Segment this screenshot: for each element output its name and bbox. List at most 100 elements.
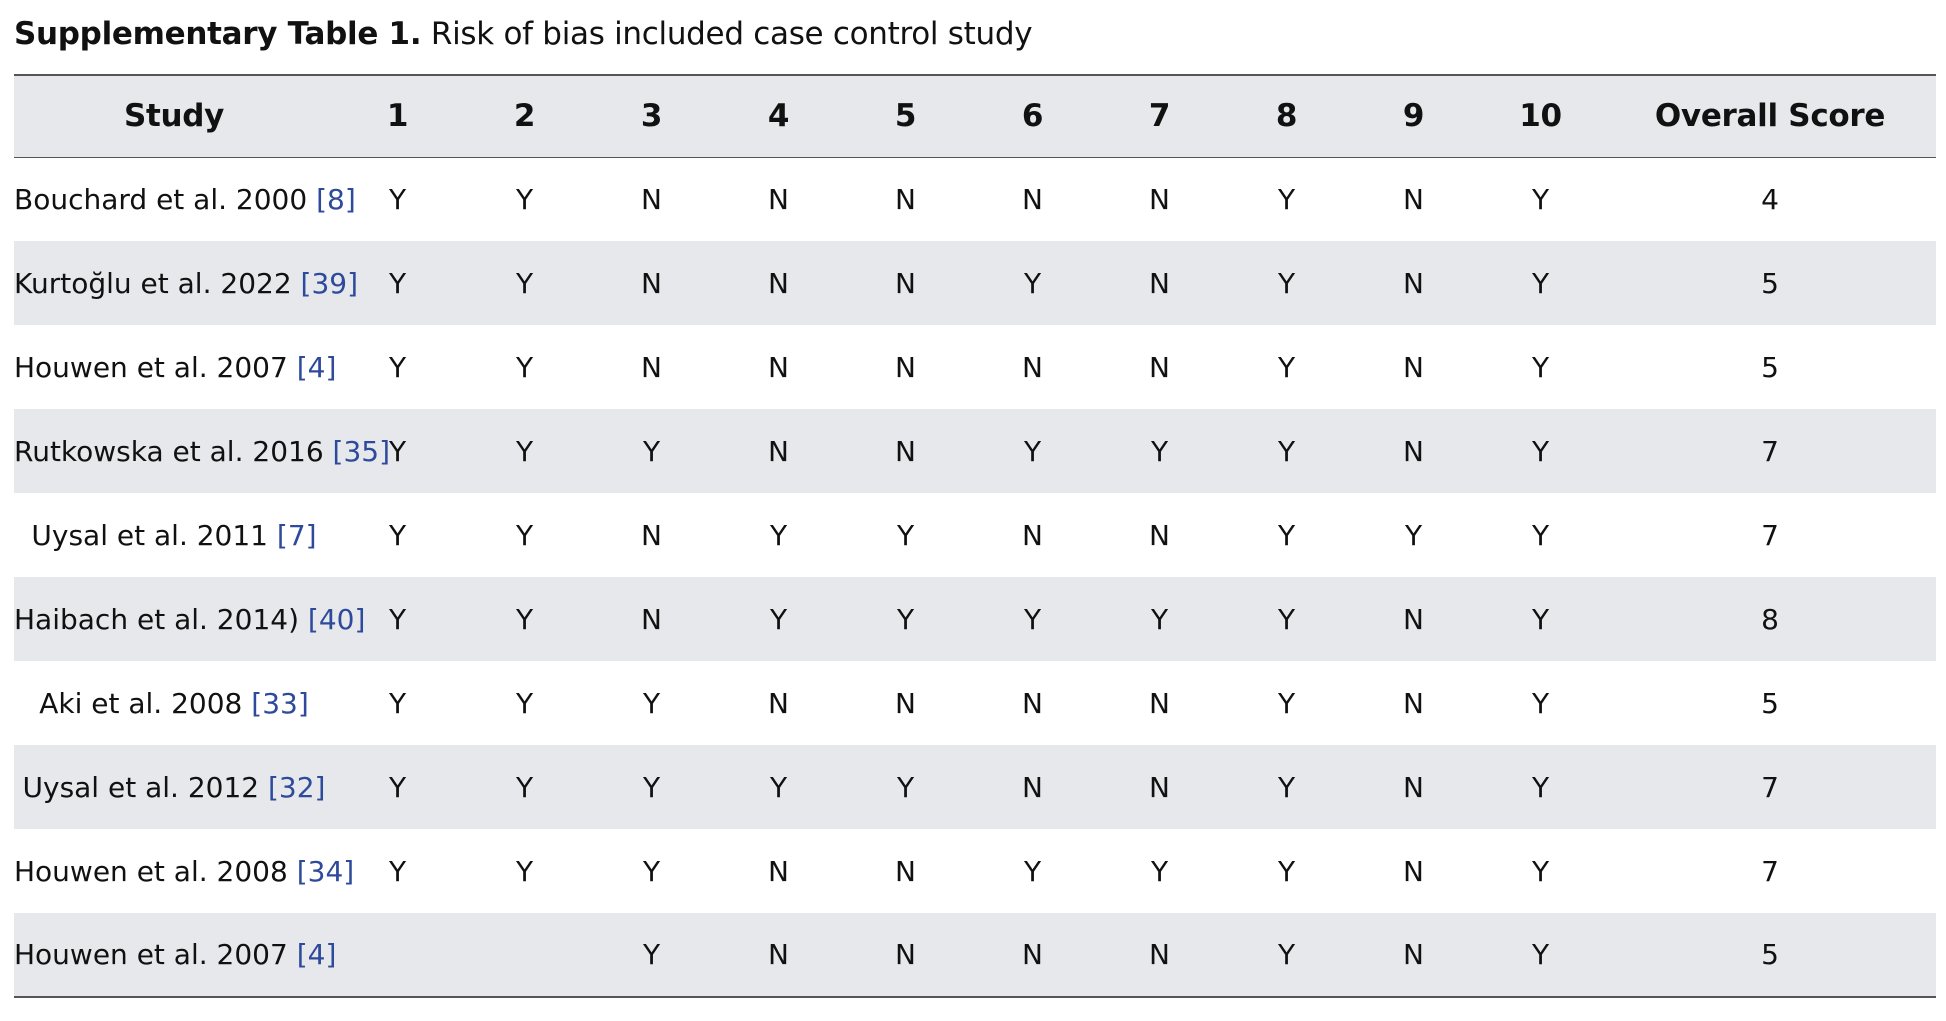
reference-link[interactable]: [8] <box>316 182 356 216</box>
score-cell-item-6: N <box>1022 182 1043 216</box>
reference-link[interactable]: [4] <box>296 350 337 384</box>
score-cell-item-10: Y <box>1531 602 1550 636</box>
score-cell-item-2: Y <box>515 518 534 552</box>
score-cell-item-1: Y <box>388 854 407 888</box>
score-cell-item-3: N <box>641 602 662 636</box>
table-row: Rutkowska et al. 2016 [35] Y Y Y N N Y Y Y N Y 7 <box>14 409 1936 493</box>
score-cell-item-3: N <box>641 350 662 384</box>
study-name: Uysal et al. 2012 <box>22 770 268 804</box>
score-cell-item-9: N <box>1403 854 1424 888</box>
overall-score-cell: 5 <box>1761 350 1779 384</box>
score-cell-item-8: Y <box>1277 182 1296 216</box>
score-cell-item-4: N <box>768 434 789 468</box>
score-cell-item-4: Y <box>769 602 788 636</box>
score-cell-item-9: N <box>1403 686 1424 720</box>
score-cell-item-5: N <box>895 350 916 384</box>
score-cell-item-1: Y <box>388 686 407 720</box>
score-cell-item-8: Y <box>1277 518 1296 552</box>
column-header-item-4: 4 <box>715 74 842 158</box>
score-cell-item-1: Y <box>388 350 407 384</box>
score-cell-item-5: N <box>895 182 916 216</box>
reference-link[interactable]: [32] <box>268 770 326 804</box>
table-row: Uysal et al. 2011 [7] Y Y N Y Y N N Y Y Y 7 <box>14 493 1936 577</box>
reference-link[interactable]: [34] <box>296 854 355 888</box>
score-cell-item-10: Y <box>1531 686 1550 720</box>
reference-link[interactable]: [39] <box>300 266 359 300</box>
score-cell-item-10: Y <box>1531 518 1550 552</box>
score-cell-item-6: Y <box>1023 854 1042 888</box>
study-name: Rutkowska et al. 2016 <box>14 434 333 468</box>
score-cell-item-4: N <box>768 854 789 888</box>
score-cell-item-2: Y <box>515 266 534 300</box>
score-cell-item-1: Y <box>388 770 407 804</box>
study-cell: Houwen et al. 2007 [4] <box>14 913 337 998</box>
reference-link[interactable]: [35] <box>332 434 391 468</box>
score-cell-item-7: Y <box>1150 854 1169 888</box>
study-cell: Rutkowska et al. 2016 [35] <box>14 409 390 493</box>
column-header-item-7: 7 <box>1096 74 1223 158</box>
score-cell-item-9: N <box>1350 913 1477 998</box>
score-cell-item-3: N <box>641 518 662 552</box>
score-cell-item-1 <box>334 913 461 998</box>
score-cell-item-10: Y <box>1531 434 1550 468</box>
score-cell-item-9: N <box>1403 350 1424 384</box>
study-name: Houwen et al. 2007 <box>14 938 297 971</box>
score-cell-item-6: N <box>1022 518 1043 552</box>
study-name: Houwen et al. 2007 <box>14 350 297 384</box>
reference-link[interactable]: [40] <box>307 602 366 636</box>
study-name: Aki et al. 2008 <box>39 686 252 720</box>
table-row: Haibach et al. 2014) [40] Y Y N Y Y Y Y Y N Y 8 <box>14 577 1936 661</box>
table-row: Bouchard et al. 2000 [8] Y Y N N N N N Y N Y 4 <box>14 157 1936 241</box>
score-cell-item-2: Y <box>515 350 534 384</box>
header-row: Study 1 2 3 4 5 6 7 8 9 10 Overall Score <box>14 74 1936 158</box>
score-cell-item-4: N <box>768 350 789 384</box>
table-row: Kurtoğlu et al. 2022 [39] Y Y N N N Y N Y N Y 5 <box>14 241 1936 325</box>
score-cell-item-5: N <box>895 686 916 720</box>
score-cell-item-4: N <box>768 266 789 300</box>
score-cell-item-3: Y <box>588 913 715 998</box>
score-cell-item-2: Y <box>515 182 534 216</box>
score-cell-item-10: Y <box>1531 770 1550 804</box>
column-header-item-8: 8 <box>1223 74 1350 158</box>
score-cell-item-8: Y <box>1277 350 1296 384</box>
reference-link[interactable]: [4] <box>296 938 337 971</box>
risk-of-bias-table: Study 1 2 3 4 5 6 7 8 9 10 Overall Score Bouchard e… <box>14 74 1936 998</box>
score-cell-item-9: N <box>1403 602 1424 636</box>
score-cell-item-7: N <box>1149 518 1170 552</box>
score-cell-item-10: Y <box>1531 266 1550 300</box>
score-cell-item-8: Y <box>1277 434 1296 468</box>
score-cell-item-5: Y <box>896 770 915 804</box>
score-cell-item-8: Y <box>1277 854 1296 888</box>
overall-score-cell: 5 <box>1604 913 1936 998</box>
score-cell-item-2: Y <box>515 434 534 468</box>
score-cell-item-7: N <box>1149 182 1170 216</box>
study-cell: Houwen et al. 2008 [34] <box>14 829 354 913</box>
column-header-study: Study <box>14 74 334 158</box>
table-row: Uysal et al. 2012 [32] Y Y Y Y Y N N Y N Y 7 <box>14 745 1936 829</box>
score-cell-item-2: Y <box>515 686 534 720</box>
score-cell-item-6: Y <box>1023 602 1042 636</box>
column-header-overall-score: Overall Score <box>1604 74 1936 158</box>
score-cell-item-2: Y <box>515 602 534 636</box>
score-cell-item-7: N <box>1149 770 1170 804</box>
overall-score-cell: 5 <box>1761 266 1779 300</box>
score-cell-item-4: N <box>768 182 789 216</box>
table-row: Houwen et al. 2008 [34] Y Y Y N N Y Y Y N Y 7 <box>14 829 1936 913</box>
study-cell: Uysal et al. 2011 [7] <box>14 493 334 577</box>
score-cell-item-3: Y <box>642 686 661 720</box>
score-cell-item-10: Y <box>1477 913 1604 998</box>
score-cell-item-8: Y <box>1223 913 1350 998</box>
score-cell-item-2 <box>461 913 588 998</box>
study-cell: Aki et al. 2008 [33] <box>14 661 334 745</box>
score-cell-item-7: Y <box>1150 434 1169 468</box>
reference-link[interactable]: [33] <box>251 686 309 720</box>
score-cell-item-9: N <box>1403 266 1424 300</box>
column-header-item-1: 1 <box>334 74 461 158</box>
study-name: Houwen et al. 2008 <box>14 854 297 888</box>
score-cell-item-6: Y <box>1023 434 1042 468</box>
study-name: Uysal et al. 2011 <box>31 518 277 552</box>
reference-link[interactable]: [7] <box>276 518 317 552</box>
table-body: Bouchard et al. 2000 [8] Y Y N N N N N Y N Y 4 Kurto… <box>14 157 1936 998</box>
overall-score-cell: 4 <box>1761 182 1779 216</box>
score-cell-item-8: Y <box>1277 266 1296 300</box>
